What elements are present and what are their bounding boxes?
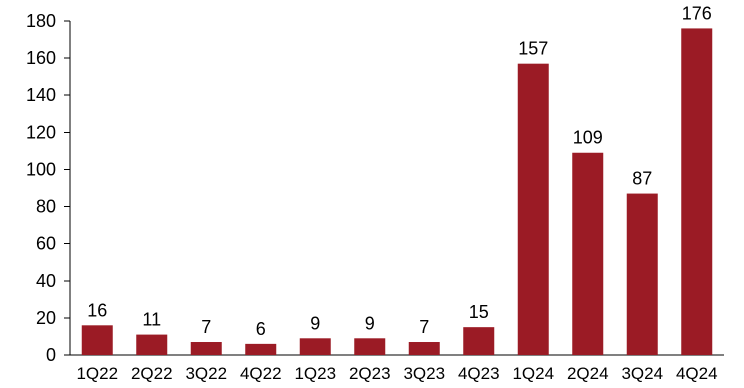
y-axis: 0 20 40 60 80 100 120 140 160 180 [26, 11, 71, 365]
bar-2q22 [136, 334, 168, 355]
bar-3q23 [408, 342, 440, 355]
data-label: 9 [365, 313, 375, 333]
bar-1q22 [81, 325, 113, 355]
y-tick-label: 180 [26, 11, 56, 31]
x-tick-label: 2Q22 [131, 364, 173, 383]
data-label: 109 [573, 128, 603, 148]
data-label: 15 [469, 302, 489, 322]
y-tick-label: 60 [36, 234, 56, 254]
x-axis: 1Q22 2Q22 3Q22 4Q22 1Q23 2Q23 3Q23 4Q23 1Q24 2Q24… [70, 354, 724, 383]
x-tick-label: 4Q23 [458, 364, 500, 383]
x-tick-label: 2Q23 [349, 364, 391, 383]
x-tick-label: 1Q22 [76, 364, 118, 383]
x-tick-label: 4Q24 [676, 364, 718, 383]
x-tick-label: 3Q23 [403, 364, 445, 383]
y-tick-label: 20 [36, 308, 56, 328]
data-label: 157 [518, 39, 548, 59]
data-label: 7 [201, 317, 211, 337]
data-label: 6 [256, 319, 266, 339]
x-tick-label: 3Q24 [621, 364, 663, 383]
y-tick-label: 100 [26, 159, 56, 179]
bar-2q24 [572, 152, 604, 355]
data-labels: 16 11 7 6 9 9 7 15 157 109 87 176 [87, 3, 712, 338]
data-label: 87 [632, 169, 652, 189]
bars [81, 28, 713, 356]
y-tick-label: 140 [26, 85, 56, 105]
bar-2q23 [354, 338, 386, 355]
bar-4q23 [463, 327, 495, 355]
bar-1q24 [517, 63, 549, 356]
x-tick-label: 1Q24 [512, 364, 554, 383]
bar-1q23 [299, 338, 331, 355]
x-tick-label: 2Q24 [567, 364, 609, 383]
data-label: 176 [682, 3, 712, 23]
data-label: 16 [87, 300, 107, 320]
x-tick-label: 3Q22 [185, 364, 227, 383]
y-tick-label: 40 [36, 271, 56, 291]
bar-4q24 [681, 28, 713, 356]
y-tick-label: 160 [26, 48, 56, 68]
bar-3q22 [190, 342, 222, 355]
x-tick-label: 1Q23 [294, 364, 336, 383]
data-label: 9 [310, 313, 320, 333]
bar-4q22 [245, 343, 277, 355]
bar-3q24 [626, 193, 658, 355]
y-tick-label: 80 [36, 197, 56, 217]
x-tick-label: 4Q22 [240, 364, 282, 383]
data-label: 11 [142, 310, 161, 330]
data-label: 7 [419, 317, 429, 337]
y-tick-label: 0 [46, 345, 56, 365]
y-tick-label: 120 [26, 122, 56, 142]
